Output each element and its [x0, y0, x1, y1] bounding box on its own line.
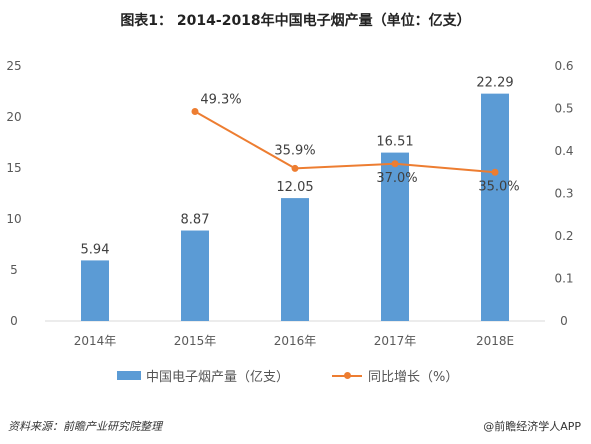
- y-left-tick-label: 10: [6, 212, 21, 226]
- bar: [181, 230, 209, 321]
- growth-line: [194, 110, 496, 174]
- y-right-tick-label: 0.4: [554, 144, 573, 158]
- y-left-tick-label: 25: [6, 59, 21, 73]
- growth-point: [491, 168, 499, 176]
- x-tick-label: 2015年: [174, 334, 217, 348]
- chart-title: 图表1： 2014-2018年中国电子烟产量（单位：亿支）: [120, 13, 471, 29]
- y-right-tick-label: 0.1: [554, 272, 573, 286]
- x-tick-label: 2018E: [476, 334, 514, 348]
- watermark: @前瞻经济学人APP: [483, 420, 581, 433]
- y-right-tick-label: 0.6: [554, 59, 573, 73]
- legend-line-label: 同比增长（%）: [368, 370, 459, 385]
- bar: [281, 198, 309, 321]
- bar-value-label: 8.87: [181, 213, 210, 228]
- growth-value-label: 49.3%: [200, 92, 241, 107]
- y-left-tick-label: 20: [6, 110, 21, 124]
- legend-line-marker: [344, 372, 351, 379]
- y-left-tick-label: 0: [10, 314, 18, 328]
- x-tick-label: 2016年: [274, 334, 317, 348]
- bar-value-label: 16.51: [376, 135, 413, 150]
- growth-point: [291, 164, 299, 172]
- bar-value-label: 12.05: [276, 180, 313, 195]
- bar: [381, 152, 409, 321]
- growth-value-label: 35.9%: [274, 143, 315, 158]
- bar: [81, 260, 109, 321]
- y-right-tick-label: 0: [560, 314, 568, 328]
- bar-value-label: 22.29: [476, 76, 513, 91]
- x-tick-label: 2017年: [374, 334, 417, 348]
- growth-point: [391, 160, 399, 168]
- growth-value-label: 35.0%: [478, 179, 519, 194]
- y-left-tick-label: 15: [6, 161, 21, 175]
- legend-bar-swatch: [117, 371, 141, 380]
- y-right-tick-label: 0.3: [554, 187, 573, 201]
- growth-value-label: 37.0%: [376, 171, 417, 186]
- y-right-tick-label: 0.5: [554, 102, 573, 116]
- legend-bar-label: 中国电子烟产量（亿支）: [146, 370, 290, 385]
- x-tick-label: 2014年: [74, 334, 117, 348]
- growth-point: [191, 107, 199, 115]
- y-left-tick-label: 5: [10, 263, 18, 277]
- bar: [481, 93, 509, 321]
- source-note: 资料来源：前瞻产业研究院整理: [8, 420, 162, 433]
- bar-value-label: 5.94: [81, 242, 110, 257]
- y-right-tick-label: 0.2: [554, 229, 573, 243]
